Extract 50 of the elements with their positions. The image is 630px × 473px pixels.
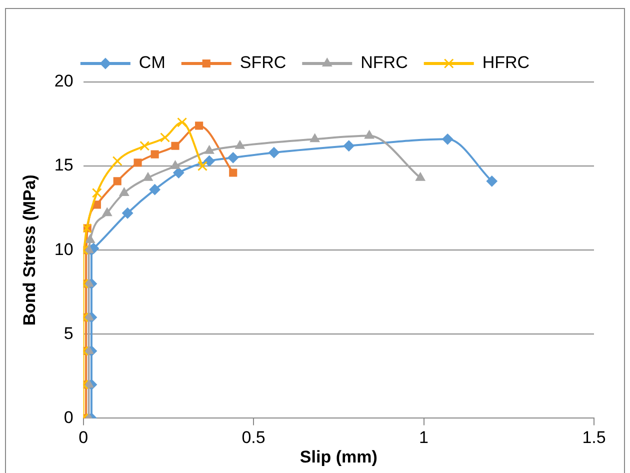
point — [204, 145, 214, 154]
x-tick-label: 1.5 — [582, 428, 606, 448]
y-tick-label: 0 — [64, 408, 74, 427]
x-tick-label: 1 — [419, 428, 429, 448]
point — [160, 132, 170, 142]
point — [140, 140, 150, 151]
point — [228, 152, 239, 164]
point — [268, 147, 280, 158]
point — [84, 312, 94, 320]
point — [173, 167, 184, 178]
point — [171, 142, 180, 150]
point — [143, 172, 153, 181]
point — [84, 244, 94, 254]
y-axis-title: Bond Stress (MPa) — [20, 174, 39, 326]
point — [442, 134, 454, 145]
point — [84, 345, 94, 354]
point — [102, 208, 112, 216]
point — [113, 177, 122, 186]
point — [122, 208, 134, 219]
point — [310, 134, 320, 142]
point — [84, 379, 94, 388]
point — [197, 161, 208, 172]
legend-label: NFRC — [360, 53, 408, 72]
point — [92, 188, 102, 198]
point — [149, 184, 160, 196]
point — [112, 156, 122, 166]
point — [170, 160, 180, 170]
point — [229, 168, 238, 177]
y-tick-label: 5 — [64, 324, 74, 343]
point — [416, 172, 426, 181]
point — [486, 176, 498, 187]
point — [204, 156, 215, 167]
point — [235, 140, 245, 149]
y-tick-label: 15 — [54, 156, 74, 175]
point — [364, 130, 374, 139]
y-tick-label: 20 — [54, 72, 74, 91]
x-tick-label: 0 — [78, 428, 88, 448]
legend-label: CM — [138, 53, 166, 72]
point — [150, 150, 159, 158]
x-axis-title: Slip (mm) — [300, 447, 378, 466]
point — [119, 187, 129, 196]
point — [177, 117, 188, 128]
point — [134, 158, 142, 167]
x-tick-label: 0.5 — [242, 428, 266, 448]
point — [195, 122, 204, 130]
y-tick-label: 10 — [54, 240, 74, 259]
point — [343, 140, 354, 152]
legend-label: SFRC — [240, 53, 286, 72]
point — [85, 234, 95, 244]
legend-label: HFRC — [482, 53, 530, 72]
